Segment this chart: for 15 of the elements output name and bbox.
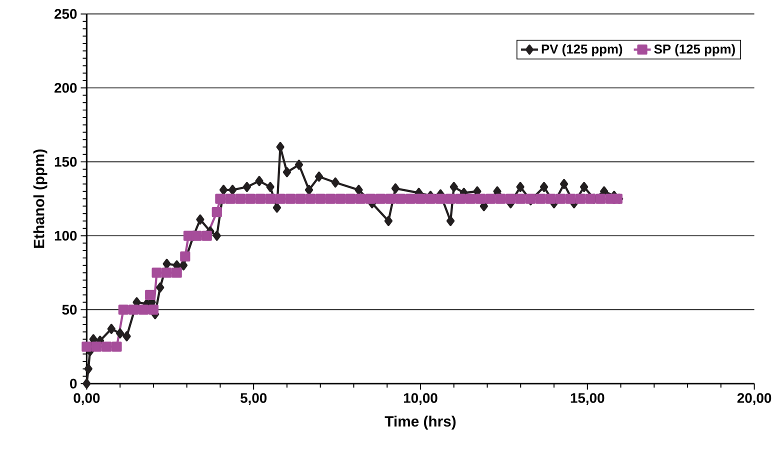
x-tick-label: 10,00 — [404, 392, 438, 405]
y-tick-label: 200 — [54, 82, 77, 93]
x-tick-label: 15,00 — [570, 392, 604, 405]
x-tick-label: 5,00 — [240, 392, 267, 405]
x-axis-title: Time (hrs) — [384, 416, 456, 430]
y-tick-label: 250 — [54, 8, 77, 19]
y-tick-label: 50 — [62, 304, 77, 314]
y-axis-title: Ethanol (ppm) — [33, 149, 48, 248]
legend-label: PV (125 ppm) — [542, 44, 622, 56]
legend-label: SP (125 ppm) — [654, 44, 735, 56]
y-tick-label: 150 — [54, 156, 77, 167]
y-tick-label: 0 — [70, 378, 77, 388]
x-tick-label: 20,00 — [737, 392, 772, 405]
x-tick-label: 0,00 — [74, 392, 100, 405]
y-tick-label: 100 — [54, 230, 77, 241]
